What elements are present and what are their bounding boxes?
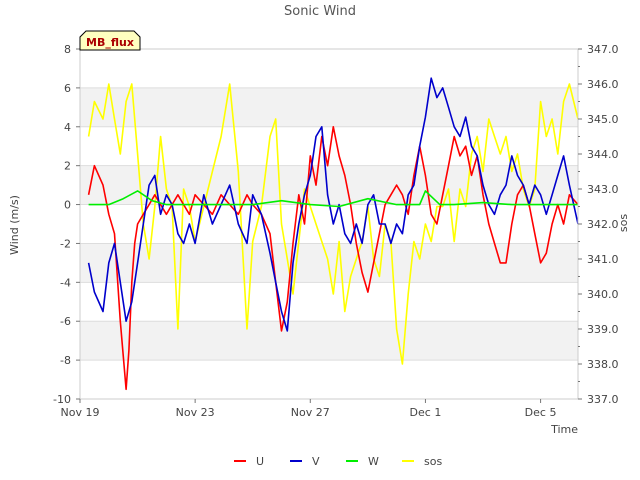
x-tick-label: Nov 23 (176, 406, 215, 419)
left-tick-label: 8 (64, 43, 71, 56)
background-band (80, 87, 578, 127)
series-layer (87, 77, 579, 391)
left-tick-label: 0 (64, 199, 71, 212)
right-tick-label: 345.0 (587, 113, 619, 126)
x-tick-label: Dec 1 (410, 406, 442, 419)
y-axis-right-label: sos (617, 214, 630, 232)
left-tick-label: -4 (60, 276, 71, 289)
chart-title: Sonic Wind (284, 4, 356, 19)
left-tick-label: 6 (64, 82, 71, 95)
x-axis-label: Time (550, 423, 578, 436)
series-line-w (88, 190, 578, 208)
right-tick-label: 339.0 (587, 323, 619, 336)
background-bands (80, 87, 578, 361)
right-tick-label: 340.0 (587, 288, 619, 301)
legend-label-sos: sos (424, 455, 442, 468)
legend-label-w: W (368, 455, 379, 468)
x-axis-ticks: Nov 19 Nov 23 Nov 27 Dec 1 Dec 5 (61, 399, 557, 419)
right-tick-label: 344.0 (587, 148, 619, 161)
mb-flux-badge: MB_flux (79, 30, 141, 51)
left-tick-label: 2 (64, 160, 71, 173)
left-tick-label: -2 (60, 237, 71, 250)
left-tick-label: -6 (60, 315, 71, 328)
badge-shape (79, 30, 141, 51)
legend-label-u: U (256, 455, 264, 468)
right-tick-label: 342.0 (587, 218, 619, 231)
series-line-sos (87, 83, 579, 365)
right-axis-ticks: 337.0 338.0 339.0 340.0 341.0 342.0 343.0 344.0… (578, 43, 619, 406)
legend-label-v: V (312, 455, 320, 468)
left-axis-ticks: -10 -8 -6 -4 -2 0 2 4 6 8 (53, 43, 80, 406)
right-tick-label: 343.0 (587, 183, 619, 196)
right-tick-label: 341.0 (587, 253, 619, 266)
right-tick-label: 337.0 (587, 393, 619, 406)
left-tick-label: 4 (64, 121, 71, 134)
right-tick-label: 346.0 (587, 78, 619, 91)
x-tick-label: Nov 19 (61, 406, 100, 419)
background-band (80, 321, 578, 361)
x-tick-label: Nov 27 (291, 406, 330, 419)
badge-label: MB_flux (86, 36, 134, 49)
right-tick-label: 347.0 (587, 43, 619, 56)
right-tick-label: 338.0 (587, 358, 619, 371)
series-line-v (87, 77, 579, 332)
y-axis-left-label: Wind (m/s) (8, 195, 21, 255)
left-tick-label: -8 (60, 354, 71, 367)
left-tick-label: -10 (53, 393, 71, 406)
x-tick-label: Dec 5 (525, 406, 557, 419)
